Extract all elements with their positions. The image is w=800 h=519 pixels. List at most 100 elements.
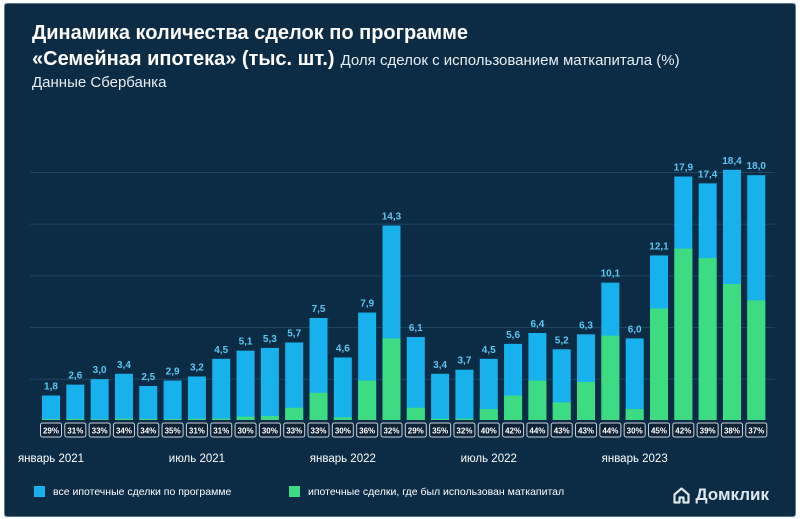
- brand-logo: Домклик: [673, 485, 769, 505]
- bar-matcap: [358, 380, 377, 420]
- legend-label-matcap: ипотечные сделки, где был использован ма…: [308, 486, 564, 498]
- bar-total: [479, 358, 498, 420]
- share-box: [550, 422, 573, 438]
- share-label: 29%: [408, 427, 424, 436]
- bar-matcap: [260, 415, 279, 420]
- share-box: [64, 422, 87, 438]
- share-box: [404, 422, 427, 438]
- bar-matcap: [455, 418, 474, 420]
- bar-matcap: [528, 380, 547, 420]
- chart-title: Динамика количества сделок по программе …: [32, 20, 680, 74]
- bar-matcap: [212, 418, 231, 420]
- bar-value-label: 3,4: [117, 360, 131, 371]
- share-box: [648, 422, 670, 438]
- bar-value-label: 1,8: [44, 382, 58, 393]
- share-label: 31%: [67, 427, 83, 436]
- share-label: 40%: [481, 427, 497, 436]
- share-label: 45%: [651, 427, 667, 436]
- brand-name: Домклик: [695, 485, 769, 504]
- share-label: 32%: [383, 427, 399, 436]
- title-line-2: «Семейная ипотека» (тыс. шт.): [32, 48, 335, 70]
- bar-value-label: 7,9: [360, 299, 374, 310]
- share-box: [526, 422, 549, 438]
- bar-value-label: 5,6: [506, 330, 520, 341]
- bar-matcap: [674, 248, 693, 420]
- share-box: [502, 422, 525, 438]
- bar-total: [163, 380, 182, 420]
- bar-value-label: 12,1: [649, 241, 669, 252]
- bar-matcap: [114, 418, 133, 420]
- bar-matcap: [42, 419, 60, 420]
- bar-value-label: 17,9: [674, 163, 694, 174]
- bar-matcap: [382, 338, 401, 420]
- share-box: [88, 422, 111, 438]
- bar-value-label: 4,5: [482, 345, 496, 356]
- share-label: 44%: [602, 427, 618, 436]
- share-box: [307, 422, 330, 438]
- bar-total: [187, 376, 206, 420]
- share-label: 33%: [286, 427, 302, 436]
- bar-matcap: [577, 381, 596, 420]
- share-box: [185, 422, 208, 438]
- house-logo-icon: [673, 486, 691, 504]
- bar-matcap: [431, 418, 450, 420]
- bar-value-label: 6,0: [628, 324, 642, 335]
- share-label: 30%: [262, 427, 278, 436]
- bar-value-label: 2,9: [166, 367, 180, 378]
- bar-value-label: 5,7: [287, 328, 301, 339]
- share-label: 30%: [238, 427, 254, 436]
- bar-value-label: 6,4: [530, 319, 544, 330]
- bar-total: [260, 347, 279, 420]
- share-box: [745, 422, 768, 438]
- bar-matcap: [479, 409, 498, 420]
- share-box: [112, 422, 135, 438]
- title-line-1: Динамика количества сделок по программе: [32, 22, 469, 44]
- bar-value-label: 5,1: [239, 337, 253, 348]
- share-box: [453, 422, 476, 438]
- share-box: [623, 422, 646, 438]
- share-label: 36%: [359, 427, 375, 436]
- x-tick-label: январь 2023: [602, 453, 668, 465]
- bar-total: [42, 395, 60, 420]
- share-box: [234, 422, 257, 438]
- share-box: [258, 422, 281, 438]
- share-box: [161, 422, 184, 438]
- share-label: 37%: [748, 427, 764, 436]
- share-box: [477, 422, 500, 438]
- share-label: 31%: [213, 427, 229, 436]
- x-tick-label: январь 2021: [18, 453, 84, 465]
- bar-total: [114, 373, 133, 420]
- bar-total: [431, 373, 450, 420]
- bar-total: [139, 386, 158, 420]
- share-box: [575, 422, 598, 438]
- bar-total: [455, 369, 474, 420]
- share-subtitle: Доля сделок с использованием маткапитала…: [340, 52, 680, 69]
- bar-matcap: [747, 300, 766, 420]
- share-box: [40, 422, 62, 438]
- bar-matcap: [139, 418, 158, 420]
- share-label: 43%: [554, 427, 570, 436]
- legend-swatch-matcap: [289, 486, 300, 497]
- share-box: [283, 422, 306, 438]
- bar-matcap: [625, 409, 644, 420]
- legend-swatch-total: [34, 486, 45, 497]
- share-box: [137, 422, 160, 438]
- bar-matcap: [722, 284, 741, 420]
- bar-value-label: 18,0: [747, 161, 767, 172]
- share-label: 42%: [675, 427, 691, 436]
- bar-matcap: [163, 419, 182, 420]
- bar-total: [236, 350, 255, 420]
- share-label: 29%: [43, 427, 59, 436]
- bar-matcap: [285, 407, 304, 420]
- bar-value-label: 17,4: [698, 169, 718, 180]
- share-label: 38%: [724, 427, 740, 436]
- share-box: [599, 422, 622, 438]
- bar-total: [333, 357, 352, 420]
- bar-matcap: [90, 419, 109, 420]
- share-box: [380, 422, 403, 438]
- data-source: Данные Сбербанка: [32, 74, 167, 91]
- bar-value-label: 3,2: [190, 362, 204, 373]
- x-tick-label: июль 2021: [169, 453, 225, 465]
- share-label: 32%: [456, 427, 472, 436]
